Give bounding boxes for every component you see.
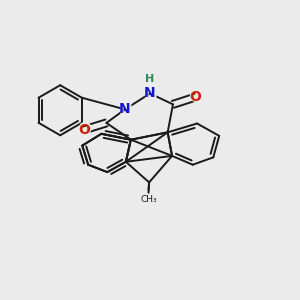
Text: N: N <box>119 102 131 116</box>
Text: O: O <box>188 88 203 106</box>
Text: H: H <box>144 72 156 86</box>
Text: O: O <box>190 90 202 104</box>
Text: O: O <box>76 121 91 139</box>
Text: N: N <box>144 86 156 100</box>
Text: O: O <box>78 123 90 137</box>
Text: H: H <box>146 74 154 84</box>
Text: N: N <box>143 85 157 103</box>
Text: CH₃: CH₃ <box>140 195 157 204</box>
Text: N: N <box>118 100 132 118</box>
